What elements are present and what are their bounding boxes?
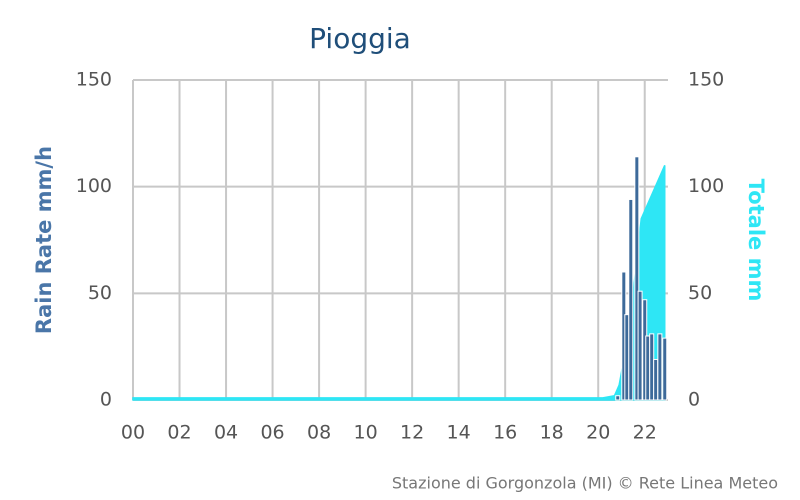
x-tick-label: 00 xyxy=(121,422,145,444)
y-tick-label: 150 xyxy=(76,69,112,91)
x-tick-label: 12 xyxy=(400,422,424,444)
y2-tick-label: 0 xyxy=(688,389,700,411)
y-tick-label: 50 xyxy=(88,282,112,304)
bar xyxy=(637,290,643,401)
x-tick-label: 22 xyxy=(633,422,657,444)
bar xyxy=(615,395,621,401)
bar xyxy=(662,337,668,401)
bar xyxy=(645,335,651,401)
y-tick-label: 100 xyxy=(76,175,112,197)
bar xyxy=(649,333,655,401)
y2-tick-label: 100 xyxy=(688,175,724,197)
y-tick-label: 0 xyxy=(100,389,112,411)
x-tick-label: 20 xyxy=(586,422,610,444)
x-tick-label: 18 xyxy=(540,422,564,444)
bar xyxy=(628,198,634,401)
chart-title: Pioggia xyxy=(309,22,411,55)
x-tick-label: 06 xyxy=(260,422,284,444)
x-tick-label: 02 xyxy=(167,422,191,444)
footer: Stazione di Gorgonzola (MI) © Rete Linea… xyxy=(392,474,778,493)
bar xyxy=(653,358,659,401)
x-tick-label: 08 xyxy=(307,422,331,444)
x-tick-label: 04 xyxy=(214,422,238,444)
bar xyxy=(634,156,640,401)
x-tick-label: 16 xyxy=(493,422,517,444)
area xyxy=(132,165,666,401)
y2-axis-label: Totale mm xyxy=(744,179,768,302)
y2-tick-label: 50 xyxy=(688,282,712,304)
y2-tick-label: 150 xyxy=(688,69,724,91)
bar xyxy=(624,314,630,401)
y-axis-label: Rain Rate mm/h xyxy=(32,146,56,334)
x-tick-label: 10 xyxy=(354,422,378,444)
bar xyxy=(657,333,663,401)
x-tick-label: 14 xyxy=(447,422,471,444)
